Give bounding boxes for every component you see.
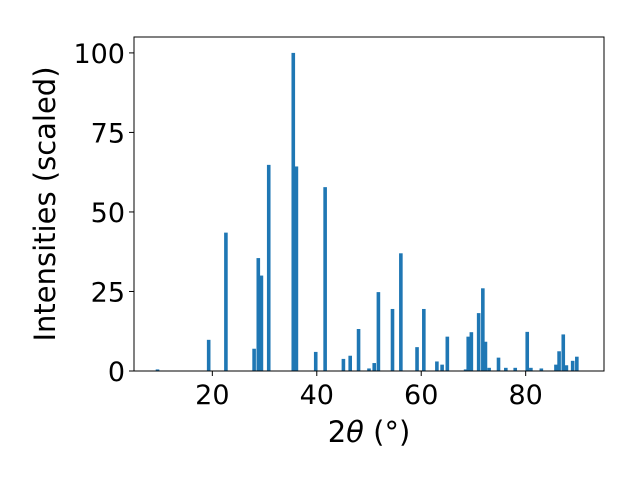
bar <box>372 363 377 371</box>
bar <box>570 360 575 371</box>
y-tick-label: 50 <box>91 198 125 229</box>
bar <box>575 356 579 371</box>
bar <box>422 308 426 371</box>
bar <box>415 347 419 371</box>
plot-frame <box>133 36 605 372</box>
x-axis-label: 2θ (°) <box>328 415 411 449</box>
bar <box>513 367 518 371</box>
x-tick-label: 20 <box>195 380 229 411</box>
bar <box>348 355 352 371</box>
bar <box>435 361 439 371</box>
bar <box>266 164 271 371</box>
bar <box>252 348 256 371</box>
bar <box>554 364 558 371</box>
bar <box>313 351 318 371</box>
bar <box>155 369 160 371</box>
bar <box>463 369 468 371</box>
bar <box>504 367 508 371</box>
bar <box>206 339 211 371</box>
bar <box>376 292 381 371</box>
bar <box>481 288 485 371</box>
bar <box>294 166 299 371</box>
bar <box>557 351 561 371</box>
bar <box>291 52 296 372</box>
bar <box>469 332 474 371</box>
x-tick-label: 60 <box>404 380 438 411</box>
bar <box>529 367 533 371</box>
bar <box>483 341 488 371</box>
x-axis-ticks: 20 40 60 80 <box>195 371 543 411</box>
bar <box>476 313 481 371</box>
x-axis-label-symbol: θ <box>346 415 364 449</box>
bar <box>445 336 450 371</box>
x-axis-label-prefix: 2 <box>328 415 346 449</box>
x-tick-label: 40 <box>300 380 334 411</box>
y-tick-label: 100 <box>73 39 125 70</box>
x-tick-label: 80 <box>508 380 542 411</box>
x-axis-label-suffix: (°) <box>364 415 410 449</box>
bar <box>390 308 395 371</box>
bar <box>466 336 471 371</box>
y-tick-label: 75 <box>91 118 125 149</box>
bar <box>487 367 491 371</box>
y-tick-label: 25 <box>91 277 125 308</box>
bar <box>399 253 403 371</box>
bar <box>440 364 444 371</box>
bar <box>539 368 544 371</box>
bar <box>256 258 261 371</box>
bar <box>561 334 566 371</box>
y-axis-label: Intensities (scaled) <box>28 66 62 341</box>
bars-group <box>155 52 579 372</box>
bar <box>224 232 228 371</box>
bar <box>341 358 346 371</box>
bar <box>367 368 371 371</box>
bar <box>259 275 264 371</box>
bar <box>525 331 530 371</box>
bar <box>564 365 569 371</box>
bar <box>356 329 361 371</box>
bar <box>496 357 501 371</box>
bar <box>323 187 327 371</box>
y-tick-label: 0 <box>108 357 125 388</box>
y-axis-ticks: 0 25 50 75 100 <box>73 39 134 388</box>
